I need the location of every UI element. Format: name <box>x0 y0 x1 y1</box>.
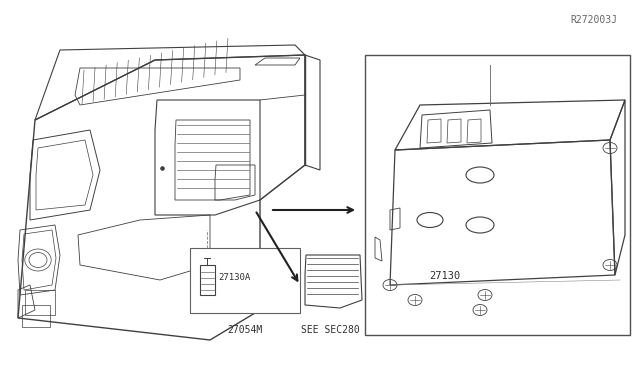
Bar <box>190 248 300 313</box>
Text: 27130A: 27130A <box>218 273 250 282</box>
Text: R272003J: R272003J <box>571 15 618 25</box>
Text: 27130: 27130 <box>429 271 460 281</box>
Bar <box>365 55 630 335</box>
Text: 27054M: 27054M <box>227 325 262 335</box>
Text: SEE SEC280: SEE SEC280 <box>301 325 360 335</box>
